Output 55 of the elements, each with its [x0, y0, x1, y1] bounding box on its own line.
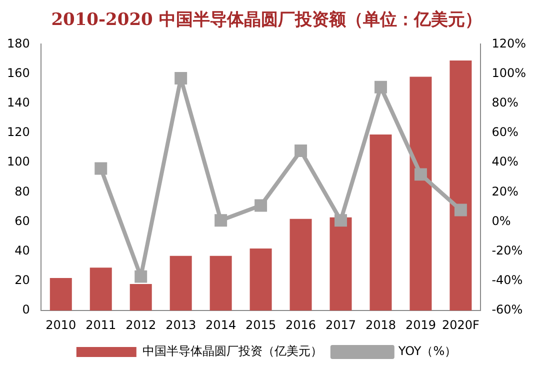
chart-title: 2010-2020 中国半导体晶圆厂投资额（单位：亿美元）: [50, 9, 483, 32]
y2-tick-label: 20%: [492, 184, 518, 198]
point: [94, 162, 108, 175]
x-tick-label: 2011: [86, 318, 116, 332]
point: [134, 270, 148, 283]
x-tick-label: 2014: [206, 318, 236, 332]
bar: [290, 218, 312, 311]
y-tick-label: 60: [14, 214, 30, 228]
bar: [170, 256, 192, 311]
point: [414, 168, 427, 181]
bar: [250, 248, 272, 311]
y-tick-label: 80: [14, 184, 30, 198]
x-tick-label: 2019: [405, 318, 436, 332]
x-tick-label: 2010: [46, 318, 76, 332]
x-tick-label: 2012: [126, 318, 156, 332]
x-tick-label: 2017: [325, 318, 356, 332]
bar: [450, 60, 472, 311]
point: [174, 72, 188, 84]
x-tick-label: 2015: [246, 318, 276, 332]
bar: [370, 134, 392, 311]
point: [214, 214, 228, 227]
y-tick-label: 120: [7, 125, 30, 140]
y-tick-label: 140: [7, 96, 30, 110]
y2-tick-label: 100%: [492, 66, 526, 80]
x-tick-label: 2013: [166, 318, 196, 332]
bar: [130, 284, 152, 311]
y2-tick-label: 40%: [492, 154, 518, 169]
y2-tick-label: -60%: [492, 302, 523, 317]
y-tick-label: 160: [7, 66, 30, 80]
bar: [330, 217, 352, 311]
y2-tick-label: -20%: [492, 244, 523, 258]
point: [374, 80, 387, 94]
point: [254, 199, 268, 212]
bar: [410, 76, 432, 311]
point: [334, 214, 348, 227]
legend-label: 中国半导体晶圆厂投资（亿美元）: [142, 344, 322, 358]
bar: [90, 268, 112, 311]
y-tick-label: 180: [7, 36, 30, 50]
y-tick-label: 20: [14, 273, 30, 288]
x-tick-label: 2016: [286, 318, 316, 332]
y2-tick-label: 120%: [492, 36, 526, 50]
point: [454, 204, 467, 216]
y-tick-label: 0: [22, 302, 30, 317]
y-tick-label: 40: [14, 244, 30, 258]
y2-tick-label: 80%: [492, 96, 518, 110]
x-tick-label: 2018: [365, 318, 396, 332]
x-tick-label: 2020F: [442, 318, 480, 332]
legend-label: YOY（%）: [397, 344, 457, 358]
y-tick-label: 100: [7, 154, 30, 169]
y2-tick-label: 0%: [492, 214, 511, 228]
y2-tick-label: -40%: [492, 273, 523, 288]
bar: [210, 256, 232, 311]
point: [294, 144, 308, 158]
y2-tick-label: 60%: [492, 125, 518, 140]
bar: [50, 278, 72, 311]
